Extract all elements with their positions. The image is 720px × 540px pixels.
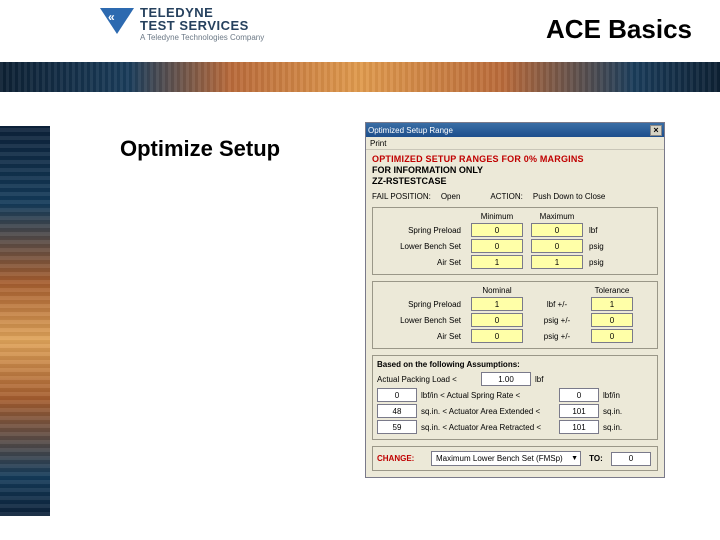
logo-line-2: TEST SERVICES bbox=[140, 19, 264, 32]
packing-load-value[interactable]: 1.00 bbox=[481, 372, 531, 386]
lower-bench-nom[interactable]: 0 bbox=[471, 313, 523, 327]
to-label: TO: bbox=[585, 454, 607, 463]
page-title: ACE Basics bbox=[546, 14, 692, 45]
logo-line-3: A Teledyne Technologies Company bbox=[140, 34, 264, 42]
area-ext-hi[interactable]: 101 bbox=[559, 404, 599, 418]
air-set-nom[interactable]: 0 bbox=[471, 329, 523, 343]
menu-print[interactable]: Print bbox=[370, 139, 386, 148]
heading-case: ZZ-RSTESTCASE bbox=[372, 176, 658, 186]
assumptions-panel: Based on the following Assumptions: Actu… bbox=[372, 355, 658, 440]
close-button[interactable]: × bbox=[650, 125, 662, 136]
minmax-panel: Minimum Maximum Spring Preload 0 0 lbf L… bbox=[372, 207, 658, 275]
packing-load-label: Actual Packing Load < bbox=[377, 375, 477, 384]
row-lower-bench-set: Lower Bench Set 0 0 psig bbox=[377, 239, 653, 253]
optimize-setup-dialog: Optimized Setup Range × Print OPTIMIZED … bbox=[365, 122, 665, 478]
teledyne-logo-icon: « bbox=[100, 6, 134, 40]
action-value: Push Down to Close bbox=[533, 192, 605, 201]
change-to-value[interactable]: 0 bbox=[611, 452, 651, 466]
company-logo: « TELEDYNE TEST SERVICES A Teledyne Tech… bbox=[100, 6, 264, 42]
fail-position-label: FAIL POSITION: bbox=[372, 192, 431, 201]
col-max: Maximum bbox=[527, 212, 587, 221]
area-ext-lo[interactable]: 48 bbox=[377, 404, 417, 418]
col-nominal: Nominal bbox=[467, 286, 527, 295]
lower-bench-min[interactable]: 0 bbox=[471, 239, 523, 253]
row-spring-preload: Spring Preload 0 0 lbf bbox=[377, 223, 653, 237]
air-set-max[interactable]: 1 bbox=[531, 255, 583, 269]
change-label: CHANGE: bbox=[377, 454, 427, 463]
section-title: Optimize Setup bbox=[120, 136, 280, 162]
area-ret-hi[interactable]: 101 bbox=[559, 420, 599, 434]
col-min: Minimum bbox=[467, 212, 527, 221]
lower-bench-max[interactable]: 0 bbox=[531, 239, 583, 253]
lower-bench-tol[interactable]: 0 bbox=[591, 313, 633, 327]
spring-preload-min[interactable]: 0 bbox=[471, 223, 523, 237]
dialog-title: Optimized Setup Range bbox=[368, 126, 453, 135]
col-tolerance: Tolerance bbox=[587, 286, 637, 295]
side-band bbox=[0, 126, 50, 516]
dialog-menubar: Print bbox=[366, 137, 664, 150]
action-label: ACTION: bbox=[490, 192, 522, 201]
header-band bbox=[0, 62, 720, 92]
dialog-titlebar[interactable]: Optimized Setup Range × bbox=[366, 123, 664, 137]
change-panel: CHANGE: Maximum Lower Bench Set (FMSp) ▼… bbox=[372, 446, 658, 471]
fail-position-value: Open bbox=[441, 192, 461, 201]
row-lower-bench-nom: Lower Bench Set 0 psig +/- 0 bbox=[377, 313, 653, 327]
assumptions-heading: Based on the following Assumptions: bbox=[377, 360, 653, 369]
chevron-down-icon: ▼ bbox=[571, 455, 578, 462]
area-ret-lo[interactable]: 59 bbox=[377, 420, 417, 434]
nominal-panel: Nominal Tolerance Spring Preload 1 lbf +… bbox=[372, 281, 658, 349]
row-spring-preload-nom: Spring Preload 1 lbf +/- 1 bbox=[377, 297, 653, 311]
spring-rate-lo[interactable]: 0 bbox=[377, 388, 417, 402]
spring-preload-tol[interactable]: 1 bbox=[591, 297, 633, 311]
spring-rate-hi[interactable]: 0 bbox=[559, 388, 599, 402]
heading-info: FOR INFORMATION ONLY bbox=[372, 165, 658, 175]
spring-preload-max[interactable]: 0 bbox=[531, 223, 583, 237]
air-set-min[interactable]: 1 bbox=[471, 255, 523, 269]
spring-preload-nom[interactable]: 1 bbox=[471, 297, 523, 311]
heading-ranges: OPTIMIZED SETUP RANGES FOR 0% MARGINS bbox=[372, 154, 658, 164]
air-set-tol[interactable]: 0 bbox=[591, 329, 633, 343]
row-air-set: Air Set 1 1 psig bbox=[377, 255, 653, 269]
change-dropdown[interactable]: Maximum Lower Bench Set (FMSp) ▼ bbox=[431, 451, 581, 466]
row-air-set-nom: Air Set 0 psig +/- 0 bbox=[377, 329, 653, 343]
